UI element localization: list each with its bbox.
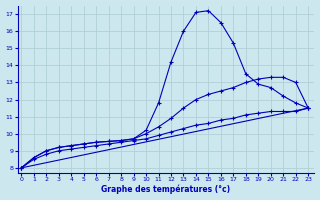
X-axis label: Graphe des températures (°c): Graphe des températures (°c) (101, 185, 231, 194)
